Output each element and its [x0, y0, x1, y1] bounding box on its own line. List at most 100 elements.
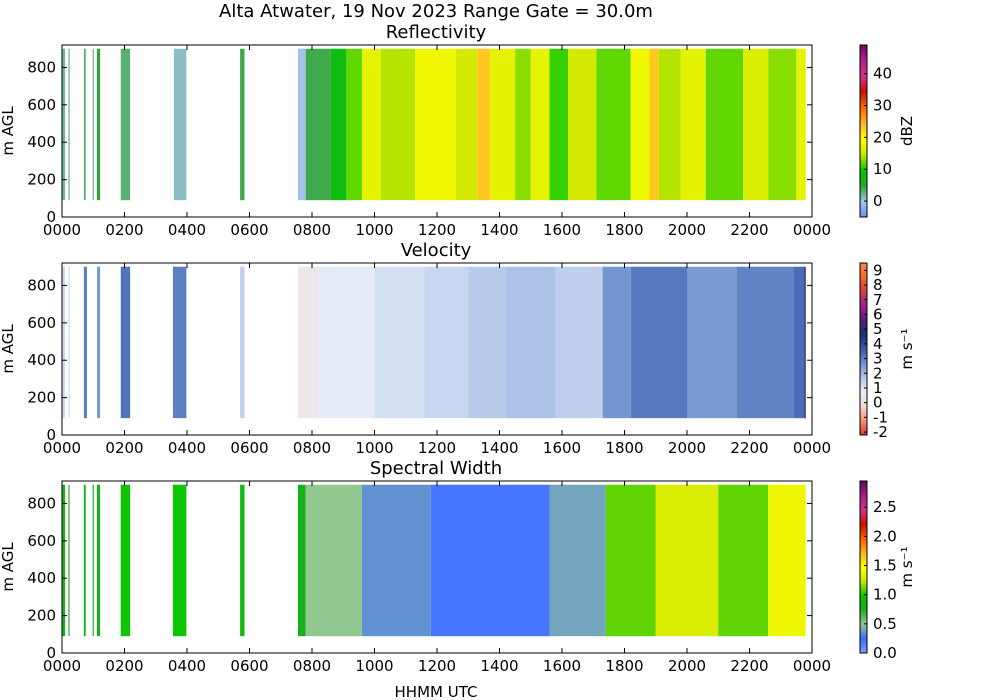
- data-segment: [62, 266, 66, 419]
- data-segment: [97, 484, 101, 637]
- data-segment: [240, 48, 245, 201]
- x-tick-label: 0200: [105, 221, 143, 239]
- x-tick-label: 1600: [543, 439, 581, 457]
- data-segment: [380, 48, 416, 201]
- x-tick-label: 0600: [230, 439, 268, 457]
- data-segment: [92, 48, 94, 201]
- colorbar-tick-label: 2.0: [873, 527, 897, 545]
- y-tick-label: 200: [27, 607, 56, 625]
- colorbar-tick-label: 10: [873, 160, 892, 178]
- data-segment: [330, 48, 347, 201]
- x-tick-label: 0400: [168, 657, 206, 675]
- x-tick-label: 1400: [480, 439, 518, 457]
- data-segment: [505, 266, 556, 419]
- data-segment: [172, 266, 187, 419]
- data-segment: [62, 484, 66, 637]
- data-segment: [649, 48, 659, 201]
- colorbar-tick-label: 2: [873, 364, 883, 382]
- x-tick-label: 0800: [293, 439, 331, 457]
- panel-title: Reflectivity: [386, 22, 487, 43]
- colorbar-tick-label: -1: [873, 408, 888, 426]
- colorbar-tick-label: 0: [873, 192, 883, 210]
- data-segment: [68, 484, 70, 637]
- x-tick-label: 1600: [543, 221, 581, 239]
- x-tick-label: 1200: [418, 657, 456, 675]
- x-tick-label: 1200: [418, 221, 456, 239]
- colorbar-tick-label: 0.0: [873, 644, 897, 662]
- x-tick-label: 1000: [355, 439, 393, 457]
- data-segment: [83, 266, 87, 419]
- colorbar-tick-label: 1.0: [873, 586, 897, 604]
- data-segment: [658, 48, 681, 201]
- data-segment: [687, 266, 737, 419]
- colorbar-tick-label: 0.5: [873, 615, 897, 633]
- x-tick-label: 1000: [355, 657, 393, 675]
- data-segment: [555, 266, 603, 419]
- data-segment: [468, 266, 506, 419]
- data-segment: [718, 484, 769, 637]
- data-segment: [737, 266, 794, 419]
- data-segment: [515, 48, 531, 201]
- x-tick-label: 0000: [793, 221, 831, 239]
- data-segment: [297, 48, 306, 201]
- colorbar-tick-label: 20: [873, 128, 892, 146]
- data-segment: [97, 266, 101, 419]
- data-segment: [172, 484, 187, 637]
- x-tick-label: 1400: [480, 657, 518, 675]
- y-tick-label: 0: [46, 644, 56, 662]
- x-tick-label: 0800: [293, 657, 331, 675]
- colorbar-tick-label: 8: [873, 276, 883, 294]
- y-axis-label: m AGL: [0, 106, 17, 156]
- y-tick-label: 800: [27, 276, 56, 294]
- data-segment: [705, 48, 744, 201]
- data-segment: [743, 48, 769, 201]
- data-segment: [374, 266, 425, 419]
- y-tick-label: 600: [27, 96, 56, 114]
- x-tick-label: 0200: [105, 657, 143, 675]
- x-tick-label: 1400: [480, 221, 518, 239]
- x-tick-label: 1600: [543, 657, 581, 675]
- x-tick-label: 2000: [668, 657, 706, 675]
- x-tick-label: 0600: [230, 221, 268, 239]
- colorbar-tick-label: 9: [873, 261, 883, 279]
- x-tick-label: 1000: [355, 221, 393, 239]
- x-tick-label: 2200: [730, 657, 768, 675]
- data-segment: [549, 48, 569, 201]
- data-segment: [297, 266, 319, 419]
- data-segment: [240, 484, 245, 637]
- colorbar-tick-label: 30: [873, 97, 892, 115]
- colorbar-tick-label: 1.5: [873, 557, 897, 575]
- data-segment: [455, 48, 478, 201]
- data-segment: [549, 484, 606, 637]
- y-tick-label: 400: [27, 351, 56, 369]
- y-tick-label: 0: [46, 426, 56, 444]
- data-segment: [173, 48, 187, 201]
- colorbar-label: m s⁻¹: [898, 328, 916, 369]
- data-segment: [120, 266, 131, 419]
- colorbar-label: dBZ: [898, 116, 916, 146]
- colorbar-tick-label: 3: [873, 350, 883, 368]
- data-segment: [362, 48, 381, 201]
- x-tick-label: 0000: [793, 439, 831, 457]
- colorbar-tick-label: 40: [873, 65, 892, 83]
- x-tick-label: 1800: [605, 657, 643, 675]
- y-tick-label: 800: [27, 58, 56, 76]
- data-segment: [318, 266, 375, 419]
- data-segment: [346, 48, 362, 201]
- figure-suptitle: Alta Atwater, 19 Nov 2023 Range Gate = 3…: [219, 1, 653, 22]
- x-axis-label: HHMM UTC: [395, 683, 478, 700]
- data-segment: [362, 484, 431, 637]
- data-segment: [596, 48, 631, 201]
- data-segment: [297, 484, 306, 637]
- data-segment: [602, 266, 631, 419]
- colorbar-tick-label: 1: [873, 379, 883, 397]
- y-tick-label: 200: [27, 171, 56, 189]
- y-tick-label: 200: [27, 389, 56, 407]
- data-segment: [630, 266, 687, 419]
- data-segment: [68, 266, 70, 419]
- data-segment: [120, 484, 131, 637]
- panel-title: Spectral Width: [370, 458, 502, 479]
